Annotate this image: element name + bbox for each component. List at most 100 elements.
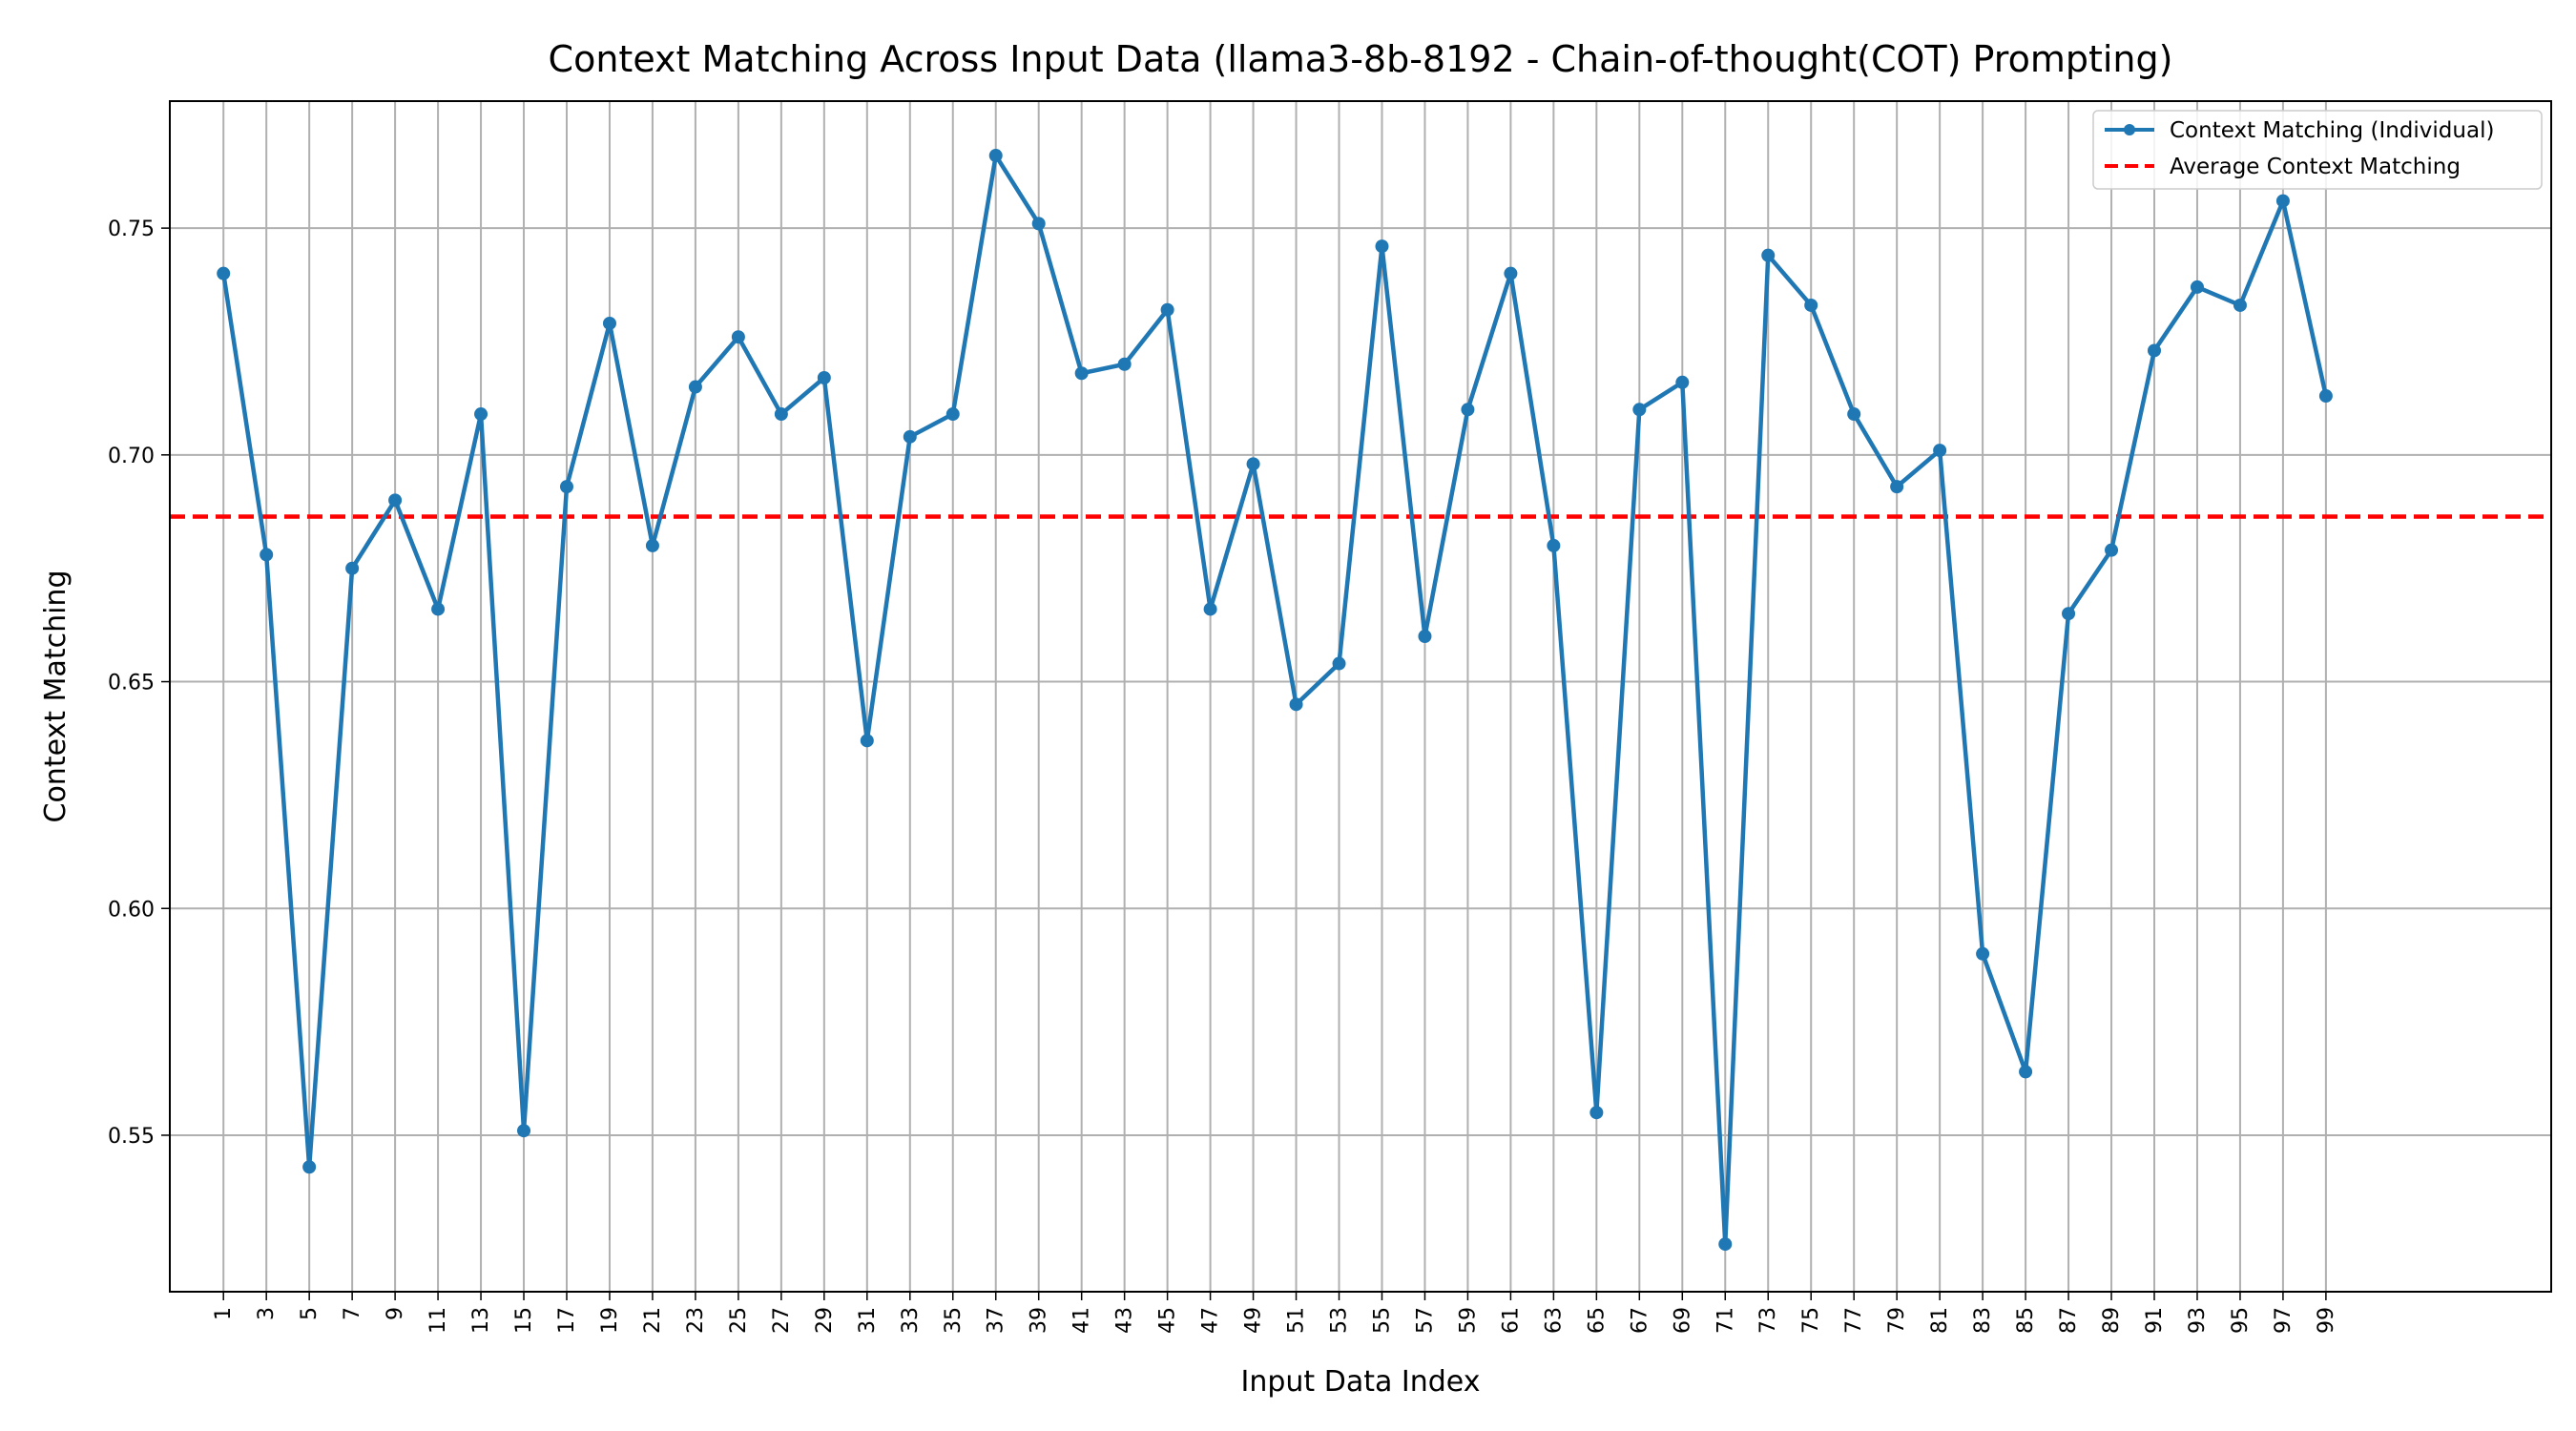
x-tick-label: 51	[1285, 1307, 1309, 1334]
data-point	[2062, 607, 2076, 621]
legend-box	[2092, 110, 2543, 190]
x-tick-label: 5	[298, 1307, 322, 1320]
data-point	[602, 316, 616, 330]
data-point	[517, 1124, 531, 1138]
x-tick-label: 41	[1070, 1307, 1094, 1334]
x-tick-label: 13	[469, 1307, 493, 1334]
x-tick-label: 89	[2100, 1307, 2124, 1334]
x-tick-label: 81	[1928, 1307, 1952, 1334]
x-tick-label: 37	[985, 1307, 1008, 1334]
x-tick-label: 7	[341, 1307, 364, 1320]
series-layer	[217, 149, 2333, 1252]
data-point	[1031, 217, 1046, 231]
x-tick-label: 53	[1328, 1307, 1352, 1334]
y-tick-label: 0.55	[108, 1125, 155, 1149]
chart-title: Context Matching Across Input Data (llam…	[549, 38, 2173, 80]
data-point	[1718, 1237, 1733, 1252]
data-point	[1847, 407, 1861, 422]
x-axis-label: Input Data Index	[1241, 1365, 1481, 1399]
x-tick-label: 71	[1714, 1307, 1737, 1334]
legend-marker-individual	[2124, 124, 2135, 135]
data-point	[1074, 366, 1089, 381]
x-tick-label: 31	[856, 1307, 880, 1334]
data-point	[731, 330, 745, 344]
x-tick-label: 73	[1756, 1307, 1780, 1334]
x-tick-label: 99	[2315, 1307, 2338, 1334]
x-tick-label: 19	[598, 1307, 622, 1334]
data-point	[1976, 946, 1990, 961]
x-tick-label: 25	[727, 1307, 751, 1334]
data-point	[345, 561, 360, 575]
data-point	[1804, 298, 1818, 312]
data-point	[988, 149, 1003, 163]
x-tick-label: 35	[942, 1307, 966, 1334]
x-tick-label: 39	[1028, 1307, 1051, 1334]
data-point	[1332, 656, 1346, 671]
data-point	[1375, 239, 1389, 254]
y-tick-label: 0.70	[108, 445, 155, 468]
x-tick-label: 91	[2143, 1307, 2167, 1334]
data-point	[1504, 266, 1518, 280]
legend-label-individual: Context Matching (Individual)	[2170, 118, 2494, 143]
data-point	[2148, 343, 2161, 358]
y-axis-ticks: 0.55 0.60 0.65 0.70 0.75	[108, 218, 170, 1149]
data-point	[2318, 389, 2333, 404]
x-tick-label: 63	[1542, 1307, 1566, 1334]
data-point	[903, 429, 917, 444]
data-point	[388, 493, 403, 508]
data-point	[688, 380, 702, 394]
x-tick-label: 17	[555, 1307, 579, 1334]
data-point	[817, 371, 831, 385]
data-point	[260, 548, 274, 562]
data-point	[1289, 697, 1303, 712]
x-tick-label: 45	[1156, 1307, 1180, 1334]
x-tick-label: 75	[1799, 1307, 1823, 1334]
legend-label-average: Average Context Matching	[2170, 155, 2461, 179]
data-point	[474, 407, 488, 422]
y-tick-label: 0.65	[108, 672, 155, 695]
data-point	[860, 734, 874, 748]
x-tick-label: 79	[1885, 1307, 1909, 1334]
data-point	[1461, 403, 1475, 417]
x-tick-label: 93	[2186, 1307, 2210, 1334]
x-tick-label: 87	[2057, 1307, 2081, 1334]
plot-frame	[169, 100, 2552, 1293]
x-tick-label: 49	[1242, 1307, 1266, 1334]
data-point	[774, 407, 788, 422]
data-point	[1547, 538, 1561, 552]
data-point	[302, 1160, 317, 1174]
data-point	[1761, 248, 1776, 262]
x-tick-label: 33	[899, 1307, 923, 1334]
data-point	[645, 538, 659, 552]
data-point	[2275, 194, 2290, 208]
x-tick-label: 9	[384, 1307, 407, 1320]
x-tick-label: 55	[1370, 1307, 1394, 1334]
data-point	[1418, 630, 1432, 644]
x-tick-label: 85	[2014, 1307, 2038, 1334]
x-tick-label: 95	[2229, 1307, 2253, 1334]
x-tick-label: 67	[1628, 1307, 1652, 1334]
x-tick-label: 69	[1671, 1307, 1694, 1334]
x-tick-label: 57	[1413, 1307, 1437, 1334]
data-point	[1117, 357, 1132, 371]
data-point	[1160, 302, 1174, 317]
data-point	[945, 407, 960, 422]
data-point	[217, 266, 231, 280]
x-tick-label: 65	[1585, 1307, 1609, 1334]
data-point	[1675, 375, 1690, 389]
legend: Context Matching (Individual) Average Co…	[2092, 110, 2543, 190]
data-point	[1632, 403, 1647, 417]
series-line-individual	[220, 153, 2329, 1247]
data-point	[560, 480, 573, 494]
x-tick-label: 61	[1499, 1307, 1523, 1334]
data-point	[431, 602, 446, 616]
data-point	[1589, 1106, 1604, 1120]
x-axis-ticks: 1 3 5 7 9 11 13 15 17 19 21 23 25 27 29 31 33 35 37 39 41 43 4…	[212, 1292, 2338, 1334]
x-tick-label: 43	[1113, 1307, 1137, 1334]
data-point	[1246, 457, 1260, 471]
y-tick-label: 0.60	[108, 898, 155, 922]
grid	[170, 101, 2551, 1292]
x-tick-label: 11	[426, 1307, 450, 1334]
